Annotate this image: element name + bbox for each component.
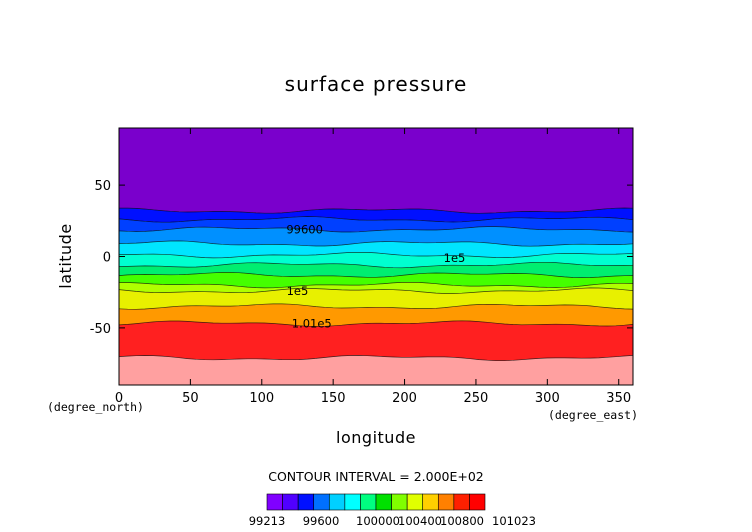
contour-line-6 <box>118 261 634 269</box>
contour-line-7 <box>118 272 634 278</box>
colorbar-swatch-6 <box>360 493 377 511</box>
colorbar-label-99600: 99600 <box>303 514 340 528</box>
y-tick-label-0: -50 <box>90 322 111 337</box>
contour-line-4 <box>118 240 634 247</box>
x-tick-label-6: 300 <box>535 391 560 406</box>
contour-line-5 <box>119 251 634 259</box>
colorbar-swatch-13 <box>469 493 486 511</box>
colorbar-swatch-9 <box>406 493 424 511</box>
colorbar-labels: 99213 99600 100000 100400 100800 101023 <box>249 514 536 528</box>
contour-line-2 <box>118 216 634 223</box>
band-7 <box>119 272 633 288</box>
contour-label-0: 99600 <box>286 222 323 236</box>
colorbar-swatch-5 <box>344 493 361 511</box>
contour-interval-text: CONTOUR INTERVAL = 2.000E+02 <box>268 469 484 484</box>
colorbar-label-100400: 100400 <box>398 514 442 528</box>
band-6 <box>119 262 633 278</box>
y-axis-ticks: -50 0 50 <box>90 179 633 337</box>
colorbar-swatch-11 <box>437 493 455 511</box>
contour-line-3 <box>118 226 634 233</box>
x-tick-label-2: 100 <box>249 391 274 406</box>
colorbar-max-label: 101023 <box>492 514 536 528</box>
x-tick-label-4: 200 <box>392 391 417 406</box>
contour-line-12 <box>118 355 634 361</box>
contour-label-3: 1.01e5 <box>292 317 332 331</box>
band-3 <box>119 226 633 247</box>
contour-line-1 <box>119 207 634 214</box>
contour-labels: 99600 1e5 1e5 1.01e5 <box>286 222 465 330</box>
contour-lines <box>118 207 634 361</box>
band-9 <box>119 287 633 310</box>
band-0 <box>119 128 633 214</box>
band-2 <box>119 216 633 233</box>
y-tick-label-2: 50 <box>94 179 111 194</box>
x-tick-label-5: 250 <box>464 391 489 406</box>
y-axis-label: latitude <box>56 223 75 288</box>
colorbar-swatch-0 <box>266 493 283 511</box>
x-axis-label: longitude <box>336 428 416 447</box>
x-axis-unit: (degree_east) <box>548 408 638 422</box>
colorbar-swatch-1 <box>282 493 299 511</box>
x-axis-ticks: 0 50 100 150 200 250 300 350 <box>115 128 631 406</box>
colorbar-label-100000: 100000 <box>356 514 400 528</box>
band-12 <box>119 355 633 385</box>
contour-label-2: 1e5 <box>287 284 309 298</box>
contour-line-10 <box>118 303 634 310</box>
colorbar-min-label: 99213 <box>249 514 286 528</box>
contour-line-8 <box>119 281 634 289</box>
y-axis-unit: (degree_north) <box>47 400 144 414</box>
colorbar-swatch-10 <box>422 493 439 511</box>
x-tick-label-1: 50 <box>182 391 199 406</box>
colorbar-swatch-4 <box>328 493 346 511</box>
contour-line-11 <box>118 320 634 327</box>
contour-line-9 <box>118 287 634 294</box>
colorbar-swatch-3 <box>313 493 330 511</box>
colorbar-label-100800: 100800 <box>440 514 484 528</box>
band-11 <box>119 320 633 361</box>
colorbar-swatch-8 <box>391 493 408 511</box>
x-tick-label-0: 0 <box>115 391 123 406</box>
colorbar-swatch-2 <box>297 493 315 511</box>
band-1 <box>119 208 633 223</box>
pressure-bands <box>119 128 633 385</box>
y-tick-label-1: 0 <box>103 251 111 266</box>
x-tick-label-3: 150 <box>321 391 346 406</box>
contour-label-1: 1e5 <box>444 251 466 265</box>
colorbar <box>266 493 486 511</box>
chart-title: surface pressure <box>285 72 468 96</box>
colorbar-swatch-12 <box>453 493 470 511</box>
colorbar-swatch-7 <box>375 493 392 511</box>
x-tick-label-7: 350 <box>606 391 631 406</box>
band-10 <box>119 303 633 327</box>
